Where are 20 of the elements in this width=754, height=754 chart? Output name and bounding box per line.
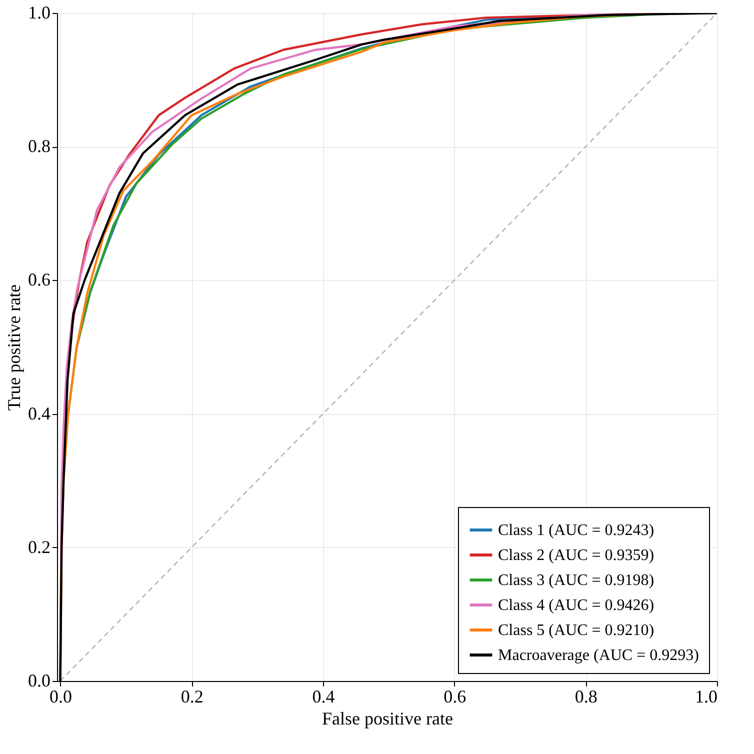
y-tick-label: 0.6 (28, 270, 50, 290)
x-tick-label: 0.4 (312, 686, 335, 706)
x-tick-label: 0.0 (50, 686, 72, 706)
y-axis-title: True positive rate (4, 284, 24, 411)
x-tick-label: 0.8 (574, 686, 598, 706)
y-tick-label: 0.4 (28, 403, 50, 424)
legend-label: Class 5 (AUC = 0.9210) (498, 622, 654, 639)
x-tick-label: 0.6 (444, 686, 466, 706)
x-tick-label: 0.2 (180, 686, 204, 706)
legend-label: Class 3 (AUC = 0.9198) (498, 572, 654, 589)
x-tick-label: 1.0 (695, 686, 718, 706)
y-tick-label: 1.0 (28, 2, 50, 22)
y-tick-label: 0.8 (28, 136, 50, 156)
legend-label: Macroaverage (AUC = 0.9293) (498, 647, 699, 664)
y-tick-label: 0.2 (28, 536, 50, 557)
y-tick-label: 0.0 (28, 670, 50, 690)
x-axis-title: False positive rate (322, 708, 453, 728)
legend-label: Class 4 (AUC = 0.9426) (498, 597, 654, 614)
legend-label: Class 1 (AUC = 0.9243) (498, 522, 654, 539)
legend-label: Class 2 (AUC = 0.9359) (498, 547, 654, 564)
